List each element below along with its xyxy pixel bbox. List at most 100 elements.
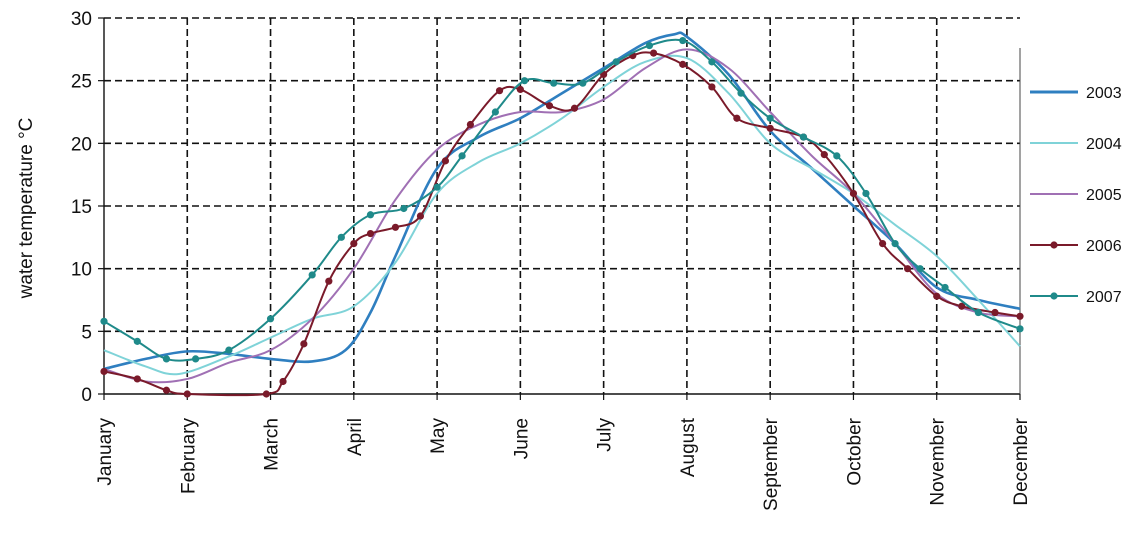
point-2007 [308,271,316,279]
point-2006 [133,375,141,383]
point-2006 [766,124,774,132]
point-2006 [495,87,504,95]
point-2006 [708,83,716,91]
legend-label: 2006 [1086,238,1122,255]
point-2007 [645,41,654,50]
series-2005 [103,48,1021,384]
point-2006 [416,212,425,220]
point-2006 [933,292,941,300]
x-tick-labels: January February March April May June July Augu… [95,417,1032,511]
point-2006 [391,223,400,231]
point-2007 [679,36,687,45]
point-2006 [325,277,333,285]
point-2006 [903,265,912,273]
x-tick-label-august: August [678,417,699,477]
point-2007 [491,108,499,116]
series-lines [100,31,1024,398]
point-2007 [133,337,141,345]
point-2006 [262,390,270,398]
x-tick-label-september: September [761,417,782,511]
point-2007 [550,79,558,87]
point-2007 [337,233,345,241]
x-tick-label-july: July [595,418,616,452]
point-2007 [400,204,408,213]
point-2006 [650,49,658,57]
axes [98,17,1021,400]
x-tick-label-december: December [1011,417,1032,505]
point-2006 [300,340,308,348]
legend-item-2003: 2003 [1030,85,1122,102]
series-2007 [100,36,1024,363]
point-2006 [441,157,450,165]
y-tick-label: 25 [71,72,92,93]
x-tick-label-june: June [511,418,532,459]
legend-item-2004: 2004 [1030,136,1122,153]
x-tick-label-march: March [262,418,283,471]
legend-label: 2005 [1086,187,1122,204]
point-2007 [974,308,982,317]
x-tick-label-april: April [345,418,366,456]
point-2006 [820,151,828,159]
point-2006 [183,390,191,398]
legend-label: 2007 [1086,289,1122,306]
point-2007 [433,183,441,191]
point-2007 [766,114,774,122]
y-tick-labels: 0 5 10 15 20 25 30 [71,9,92,406]
x-tick-label-november: November [928,417,949,505]
x-tick-label-october: October [844,417,865,485]
point-2006 [350,240,358,248]
legend-item-2005: 2005 [1030,187,1122,204]
point-2006 [733,114,741,122]
point-2007 [833,152,841,160]
y-axis-label: water temperature °C [16,118,37,300]
point-2007 [579,79,587,87]
legend-marker [1050,241,1058,249]
y-tick-label: 15 [71,197,92,218]
point-2006 [991,308,999,317]
x-tick-label-january: January [95,418,116,486]
point-2007 [916,265,924,273]
series-line-2007 [103,38,1021,362]
y-tick-label: 5 [81,322,92,343]
point-2007 [862,189,870,198]
point-2006 [679,60,687,68]
point-2006 [100,367,108,376]
point-2007 [162,355,171,363]
legend-marker [1050,292,1058,300]
point-2006 [879,240,887,248]
point-2007 [458,152,466,160]
point-2007 [225,346,233,354]
series-2004 [103,54,1021,376]
legend: 2003 2004 2005 2006 2007 [1030,85,1122,306]
y-tick-label: 0 [81,385,92,406]
point-2007 [891,240,899,248]
legend-item-2007: 2007 [1030,289,1122,306]
legend-item-2006: 2006 [1030,238,1122,255]
series-line-2003 [103,31,1021,371]
point-2007 [737,89,745,97]
y-tick-label: 30 [71,9,92,30]
legend-label: 2003 [1086,85,1122,102]
point-2007 [1016,325,1024,333]
series-line-2005 [103,48,1021,384]
point-2007 [100,317,108,325]
point-2006 [279,377,287,386]
point-2007 [366,211,375,219]
point-2006 [162,386,171,394]
point-2006 [516,85,524,94]
gridlines [104,17,1020,394]
point-2007 [266,315,275,323]
point-2006 [958,302,966,310]
point-2007 [520,77,529,85]
point-2006 [1016,312,1024,320]
x-tick-label-may: May [428,418,449,454]
point-2007 [799,133,808,141]
series-2003 [103,31,1021,371]
legend-label: 2004 [1086,136,1122,153]
y-tick-label: 10 [71,260,92,281]
y-tick-label: 20 [71,134,92,155]
point-2006 [366,229,375,238]
point-2006 [849,189,858,198]
point-2006 [466,120,474,129]
series-line-2004 [103,54,1021,376]
